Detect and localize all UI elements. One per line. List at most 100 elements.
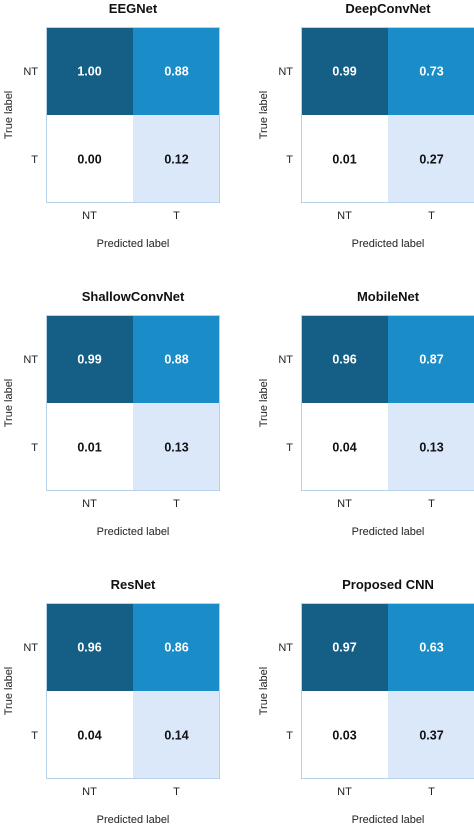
x-axis-label: Predicted label: [352, 814, 425, 826]
y-axis-label: True label: [258, 91, 270, 140]
confusion-matrix-6: Proposed CNN 0.97 0.63 0.03 0.37 NT T NT T Predic…: [258, 577, 474, 826]
x-axis-label: Predicted label: [97, 238, 170, 250]
y-axis-label: True label: [258, 667, 270, 716]
y-tick-label: T: [31, 730, 38, 742]
matrix-frame: [46, 315, 220, 491]
x-tick-label: NT: [82, 786, 97, 798]
x-tick-label: NT: [82, 498, 97, 510]
cell-value-label: 0.00: [77, 153, 101, 167]
matrix-frame: [46, 603, 220, 779]
matrix-cell: [133, 27, 220, 115]
y-axis-label: True label: [3, 667, 15, 716]
y-tick-label: T: [31, 154, 38, 166]
x-tick-label: NT: [337, 210, 352, 222]
x-tick-label: NT: [337, 786, 352, 798]
y-axis-label: True label: [258, 379, 270, 428]
cell-value-label: 0.04: [332, 441, 356, 455]
confusion-matrix-5: ResNet 0.96 0.86 0.04 0.14 NT T NT T Predicted la…: [3, 577, 220, 826]
confusion-matrix-2: DeepConvNet 0.99 0.73 0.01 0.27 NT T NT T Predict…: [258, 1, 474, 250]
matrix-frame: [301, 603, 474, 779]
cell-value-label: 1.00: [77, 65, 101, 79]
cell-value-label: 0.96: [77, 641, 101, 655]
matrix-cell: [133, 315, 220, 403]
cell-value-label: 0.97: [332, 641, 356, 655]
matrix-cell: [301, 603, 388, 691]
cell-value-label: 0.13: [419, 441, 443, 455]
y-tick-label: T: [31, 442, 38, 454]
cell-value-label: 0.37: [419, 729, 443, 743]
y-tick-label: T: [286, 730, 293, 742]
matrix-frame: [46, 27, 220, 203]
y-tick-label: T: [286, 154, 293, 166]
y-tick-label: NT: [23, 354, 38, 366]
cell-value-label: 0.99: [332, 65, 356, 79]
matrix-cell: [388, 315, 474, 403]
x-axis-label: Predicted label: [97, 526, 170, 538]
matrix-cell: [133, 603, 220, 691]
x-axis-label: Predicted label: [352, 238, 425, 250]
x-tick-label: T: [173, 786, 180, 798]
cell-value-label: 0.88: [164, 353, 188, 367]
y-tick-label: NT: [23, 642, 38, 654]
y-tick-label: NT: [278, 354, 293, 366]
matrix-cell: [388, 115, 474, 203]
cell-value-label: 0.99: [77, 353, 101, 367]
y-axis-label: True label: [3, 91, 15, 140]
matrix-cell: [46, 691, 133, 779]
chart-title: ShallowConvNet: [82, 289, 185, 304]
cell-value-label: 0.87: [419, 353, 443, 367]
matrix-cell: [301, 691, 388, 779]
matrix-cell: [46, 27, 133, 115]
matrix-cell: [133, 115, 220, 203]
x-tick-label: T: [428, 498, 435, 510]
x-tick-label: T: [173, 498, 180, 510]
y-tick-label: NT: [23, 66, 38, 78]
matrix-cell: [388, 603, 474, 691]
cell-value-label: 0.88: [164, 65, 188, 79]
chart-title: EEGNet: [109, 1, 158, 16]
y-tick-label: T: [286, 442, 293, 454]
matrix-cell: [46, 403, 133, 491]
matrix-cell: [46, 315, 133, 403]
matrix-frame: [301, 315, 474, 491]
confusion-matrix-1: EEGNet 1.00 0.88 0.00 0.12 NT T NT T Predicted la…: [3, 1, 220, 250]
matrix-cell: [388, 691, 474, 779]
y-axis-label: True label: [3, 379, 15, 428]
matrix-cell: [133, 403, 220, 491]
confusion-matrix-4: MobileNet 0.96 0.87 0.04 0.13 NT T NT T Predicted…: [258, 289, 474, 538]
x-tick-label: T: [428, 786, 435, 798]
cell-value-label: 0.96: [332, 353, 356, 367]
x-tick-label: T: [173, 210, 180, 222]
matrix-cell: [301, 27, 388, 115]
chart-title: ResNet: [111, 577, 156, 592]
x-tick-label: T: [428, 210, 435, 222]
x-tick-label: NT: [82, 210, 97, 222]
cell-value-label: 0.63: [419, 641, 443, 655]
chart-title: Proposed CNN: [342, 577, 434, 592]
matrix-frame: [301, 27, 474, 203]
matrix-cell: [301, 115, 388, 203]
cell-value-label: 0.12: [164, 153, 188, 167]
matrix-cell: [46, 115, 133, 203]
matrix-cell: [388, 403, 474, 491]
x-axis-label: Predicted label: [352, 526, 425, 538]
cell-value-label: 0.73: [419, 65, 443, 79]
y-tick-label: NT: [278, 66, 293, 78]
matrix-cell: [46, 603, 133, 691]
confusion-matrix-3: ShallowConvNet 0.99 0.88 0.01 0.13 NT T NT T Pred…: [3, 289, 220, 538]
cell-value-label: 0.01: [77, 441, 101, 455]
x-axis-label: Predicted label: [97, 814, 170, 826]
x-tick-label: NT: [337, 498, 352, 510]
cell-value-label: 0.03: [332, 729, 356, 743]
cell-value-label: 0.13: [164, 441, 188, 455]
matrix-cell: [133, 691, 220, 779]
chart-title: MobileNet: [357, 289, 420, 304]
cell-value-label: 0.27: [419, 153, 443, 167]
cell-value-label: 0.86: [164, 641, 188, 655]
cell-value-label: 0.01: [332, 153, 356, 167]
matrix-cell: [301, 403, 388, 491]
y-tick-label: NT: [278, 642, 293, 654]
cell-value-label: 0.04: [77, 729, 101, 743]
chart-title: DeepConvNet: [345, 1, 431, 16]
